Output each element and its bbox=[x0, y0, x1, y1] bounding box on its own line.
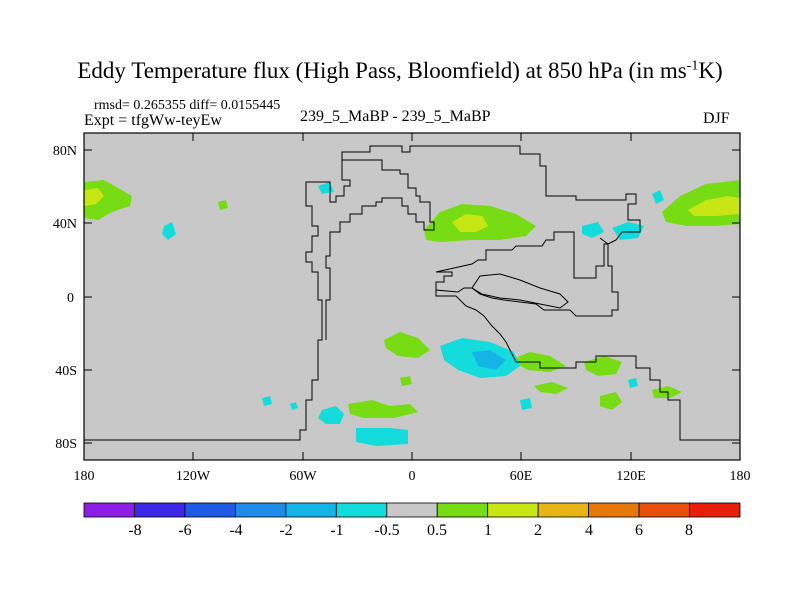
colorbar bbox=[83, 502, 741, 518]
lon-label-60e: 60E bbox=[510, 469, 533, 484]
contour-negative bbox=[520, 398, 532, 410]
colorbar-label: 6 bbox=[635, 522, 643, 539]
title-superscript: -1 bbox=[686, 58, 699, 74]
colorbar-box bbox=[588, 502, 640, 518]
colorbar-label: -4 bbox=[229, 522, 242, 539]
continent-outline bbox=[471, 273, 569, 309]
runs-line: 239_5_MaBP - 239_5_MaBP bbox=[300, 108, 491, 125]
colorbar-box bbox=[638, 502, 690, 518]
colorbar-box bbox=[386, 502, 438, 518]
lat-label-80n: 80N bbox=[53, 144, 77, 159]
contour-negative bbox=[356, 428, 408, 446]
stats-line: rmsd= 0.265355 diff= 0.0155445 bbox=[94, 98, 281, 113]
continent-outline bbox=[342, 159, 401, 174]
expt-line: Expt = tfgWw-teyEw bbox=[84, 112, 222, 129]
lat-label-40n: 40N bbox=[53, 217, 77, 232]
contour-negative bbox=[262, 396, 272, 406]
colorbar-label: -1 bbox=[330, 522, 343, 539]
continent-outline bbox=[435, 231, 619, 317]
colorbar-box bbox=[134, 502, 186, 518]
contour-positive bbox=[584, 356, 622, 376]
contour-positive bbox=[400, 376, 412, 386]
contour-positive bbox=[688, 196, 740, 216]
contour-negative bbox=[628, 378, 638, 388]
lon-label-180e: 180 bbox=[730, 469, 751, 484]
contour-positive bbox=[600, 392, 622, 410]
colorbar-box bbox=[537, 502, 590, 518]
colorbar-box bbox=[689, 502, 741, 518]
contour-negative bbox=[472, 350, 506, 370]
colorbar-box bbox=[487, 502, 539, 518]
colorbar-label: -2 bbox=[279, 522, 292, 539]
colorbar-box bbox=[234, 502, 287, 518]
colorbar-labels: -8 -6 -4 -2 -1 -0.5 0.5 1 2 4 6 8 bbox=[128, 522, 693, 539]
lon-axis: 180 120W 60W 0 60E 120E 180 bbox=[74, 133, 751, 484]
contour-positive bbox=[452, 214, 488, 232]
lat-label-40s: 40S bbox=[55, 364, 77, 379]
colorbar-box bbox=[436, 502, 489, 518]
lat-axis: 80N 40N 0 40S 80S bbox=[53, 144, 740, 452]
contour-negative bbox=[652, 190, 664, 204]
title-main: Eddy Temperature flux (High Pass, Bloomf… bbox=[77, 58, 687, 83]
contour-positive bbox=[348, 400, 418, 418]
continent-outline bbox=[435, 290, 740, 441]
lon-label-120e: 120E bbox=[616, 469, 646, 484]
contour-negative bbox=[290, 402, 298, 410]
continent-outline bbox=[325, 173, 435, 340]
colorbar-label: 4 bbox=[585, 522, 593, 539]
colorbar-box bbox=[83, 502, 135, 518]
lon-label-60w: 60W bbox=[289, 469, 317, 484]
contour-positive bbox=[384, 332, 430, 358]
colorbar-box bbox=[184, 502, 236, 518]
colorbar-label: 2 bbox=[534, 522, 542, 539]
colorbar-label: -6 bbox=[178, 522, 191, 539]
contour-negative bbox=[318, 406, 344, 424]
lon-label-180w: 180 bbox=[74, 469, 95, 484]
contour-negative bbox=[162, 222, 176, 240]
colorbar-label: 0.5 bbox=[427, 522, 447, 539]
map-title: Eddy Temperature flux (High Pass, Bloomf… bbox=[0, 58, 800, 84]
colorbar-label: 1 bbox=[484, 522, 492, 539]
title-tail: K) bbox=[698, 58, 723, 83]
contour-positive bbox=[218, 200, 228, 210]
lon-label-0: 0 bbox=[409, 469, 416, 484]
colorbar-box bbox=[335, 502, 388, 518]
contour-positive bbox=[534, 382, 568, 394]
season-label: DJF bbox=[703, 110, 730, 127]
continent-outline bbox=[84, 145, 641, 441]
colorbar-label: -8 bbox=[128, 522, 141, 539]
continent-outlines bbox=[84, 145, 740, 441]
contour-shapes bbox=[84, 180, 740, 446]
lat-label-0: 0 bbox=[67, 291, 74, 306]
lon-label-120w: 120W bbox=[176, 469, 211, 484]
colorbar-box bbox=[285, 502, 337, 518]
contour-positive bbox=[84, 188, 104, 206]
colorbar-label: 8 bbox=[685, 522, 693, 539]
colorbar-label: -0.5 bbox=[374, 522, 399, 539]
contour-negative bbox=[582, 222, 604, 238]
lat-label-80s: 80S bbox=[55, 437, 77, 452]
